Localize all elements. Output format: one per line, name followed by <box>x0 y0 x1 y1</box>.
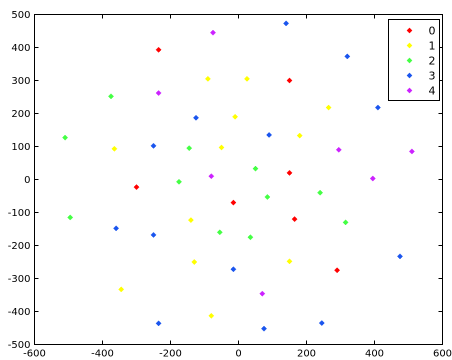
x-tick-label: 400 <box>365 349 384 360</box>
y-tick-label: 400 <box>11 43 30 54</box>
plot-area-frame <box>34 14 443 345</box>
data-point-series-0 <box>334 267 341 274</box>
data-point-series-3 <box>150 142 157 149</box>
y-tick-label: -300 <box>8 274 31 285</box>
data-point-series-3 <box>397 253 403 260</box>
data-point-series-1 <box>111 145 118 152</box>
y-tick-label: 200 <box>11 109 30 120</box>
data-point-series-0 <box>155 46 162 53</box>
x-tick-label: 600 <box>433 349 452 360</box>
series-2 <box>62 93 349 241</box>
data-point-series-1 <box>325 104 332 111</box>
data-point-series-1 <box>218 144 225 151</box>
data-point-series-1 <box>286 258 293 265</box>
data-point-series-3 <box>318 320 325 327</box>
data-point-series-4 <box>259 290 266 297</box>
data-point-series-2 <box>252 165 259 172</box>
data-point-series-4 <box>408 148 415 155</box>
data-point-series-1 <box>187 217 194 224</box>
data-point-series-4 <box>335 146 342 153</box>
data-point-series-3 <box>344 53 351 60</box>
data-points <box>62 20 415 332</box>
y-tick-label: -500 <box>8 340 31 351</box>
x-tick-label: 0 <box>235 349 241 360</box>
data-point-series-2 <box>176 178 182 185</box>
data-point-series-4 <box>208 173 215 180</box>
data-point-series-0 <box>286 169 293 176</box>
data-point-series-4 <box>155 90 162 96</box>
legend-marker-3 <box>406 72 413 79</box>
legend-marker-4 <box>406 87 413 94</box>
legend-marker-0 <box>406 27 413 34</box>
legend-label-2: 2 <box>429 55 436 68</box>
data-point-series-3 <box>261 325 267 332</box>
y-tick-label: -400 <box>8 307 31 318</box>
data-point-series-3 <box>230 266 237 273</box>
data-point-series-2 <box>108 93 114 100</box>
series-3 <box>113 20 403 332</box>
legend-label-4: 4 <box>429 85 436 98</box>
data-point-series-3 <box>193 114 199 121</box>
y-tick-label: 0 <box>24 175 30 186</box>
data-point-series-2 <box>216 229 223 236</box>
data-point-series-0 <box>133 184 140 191</box>
data-point-series-1 <box>204 75 211 82</box>
data-point-series-0 <box>286 77 293 84</box>
y-tick-label: 500 <box>11 10 30 21</box>
data-point-series-3 <box>266 131 273 138</box>
legend-label-0: 0 <box>429 25 436 38</box>
y-tick-label: -200 <box>8 241 31 252</box>
data-point-series-3 <box>150 231 157 238</box>
y-tick-label: 300 <box>11 76 30 87</box>
data-point-series-4 <box>369 175 376 182</box>
x-tick-label: -400 <box>91 349 114 360</box>
legend-label-1: 1 <box>429 40 436 53</box>
legend-marker-2 <box>406 57 413 64</box>
data-point-series-3 <box>113 225 120 232</box>
axis-ticks <box>34 14 443 345</box>
series-4 <box>155 29 415 297</box>
data-point-series-3 <box>374 104 381 111</box>
data-point-series-2 <box>67 214 74 221</box>
data-point-series-1 <box>244 75 250 82</box>
x-tick-labels: -600 -400 -200 0 200 400 600 <box>23 349 452 360</box>
data-point-series-2 <box>264 194 271 200</box>
x-tick-label: -600 <box>23 349 46 360</box>
legend-marker-1 <box>406 42 413 49</box>
y-tick-label: -100 <box>8 208 31 219</box>
data-point-series-2 <box>62 134 69 141</box>
x-tick-label: 200 <box>297 349 316 360</box>
data-point-series-3 <box>283 20 290 27</box>
data-point-series-1 <box>118 286 125 293</box>
data-point-series-3 <box>155 320 162 327</box>
series-1 <box>111 75 332 319</box>
x-tick-label: -200 <box>159 349 182 360</box>
data-point-series-2 <box>317 189 324 196</box>
data-point-series-1 <box>232 113 239 120</box>
legend-label-3: 3 <box>429 70 436 83</box>
data-point-series-1 <box>208 312 215 319</box>
data-point-series-2 <box>342 219 349 226</box>
data-point-series-4 <box>210 29 216 36</box>
data-point-series-2 <box>186 145 193 152</box>
y-tick-labels: -500 -400 -300 -200 -100 0 100 200 300 400 500 <box>8 10 31 351</box>
y-tick-label: 100 <box>11 142 30 153</box>
series-0 <box>133 46 341 274</box>
legend: 0 1 2 3 4 <box>388 19 440 101</box>
data-point-series-0 <box>230 199 237 206</box>
legend-box <box>388 19 440 101</box>
data-point-series-1 <box>191 259 198 265</box>
data-point-series-0 <box>291 216 298 223</box>
data-point-series-1 <box>296 132 303 139</box>
data-point-series-2 <box>247 234 254 241</box>
